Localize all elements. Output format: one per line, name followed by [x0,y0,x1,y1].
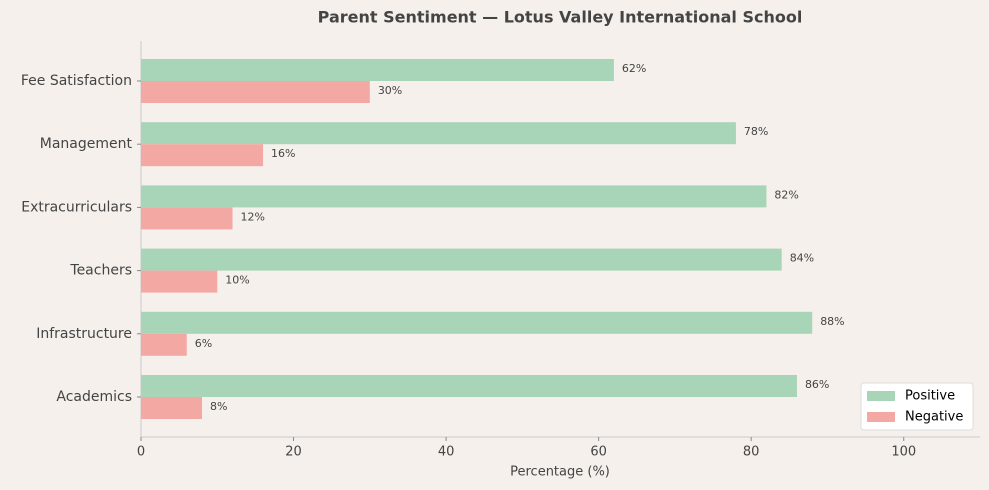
value-label: 8% [210,400,227,413]
x-tick-label: 40 [438,445,455,460]
value-label: 16% [271,147,295,160]
value-label: 62% [622,62,646,75]
x-tick-label: 80 [743,445,760,460]
value-label: 86% [805,378,829,391]
bar [141,207,233,230]
value-label: 88% [820,315,844,328]
y-tick-label: Fee Satisfaction [21,73,132,89]
legend-swatch [867,391,895,401]
bar [141,59,614,81]
legend-swatch [867,412,895,422]
x-tick-label: 100 [891,445,916,460]
bar [141,311,813,334]
value-label: 12% [241,210,265,223]
value-label: 78% [744,125,768,138]
value-label: 10% [225,274,249,287]
y-tick-label: Teachers [69,263,132,279]
bar [141,397,203,419]
x-tick-label: 20 [285,445,302,460]
bar [141,81,370,103]
bar [141,185,767,208]
bar [141,248,782,271]
legend-label: Negative [905,410,963,425]
value-label: 84% [790,252,814,265]
legend-label: Positive [905,389,955,404]
value-label: 6% [195,337,212,350]
y-tick-label: Management [40,136,133,152]
bar [141,333,187,356]
bar [141,144,264,167]
value-label: 82% [774,188,798,201]
bar [141,270,218,293]
value-label: 30% [378,84,402,97]
bar [141,122,736,145]
x-tick-label: 60 [590,445,607,460]
y-tick-label: Infrastructure [36,326,132,342]
x-tick-label: 0 [137,445,145,460]
y-tick-label: Extracurriculars [21,199,132,215]
x-axis-label: Percentage (%) [510,465,610,480]
chart-title: Parent Sentiment — Lotus Valley Internat… [318,8,803,27]
y-tick-label: Academics [56,389,132,405]
bar [141,375,797,397]
